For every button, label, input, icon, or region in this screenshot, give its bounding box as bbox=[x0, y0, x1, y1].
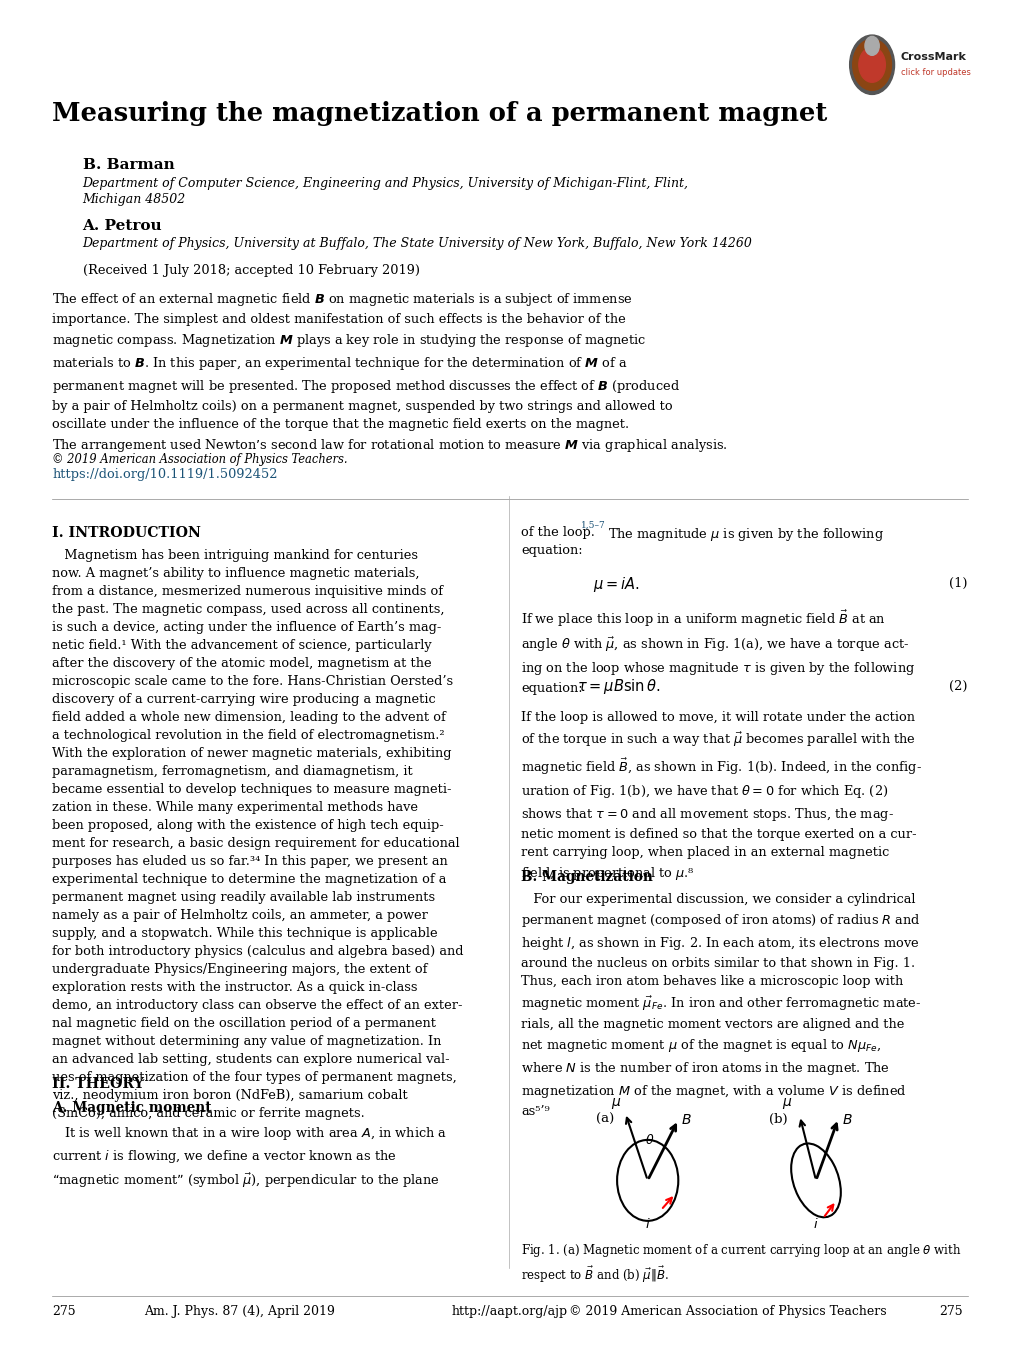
Circle shape bbox=[852, 39, 891, 90]
Text: Am. J. Phys. 87 (4), April 2019: Am. J. Phys. 87 (4), April 2019 bbox=[144, 1304, 334, 1318]
Text: It is well known that in a wire loop with area $A$, in which a
current $i$ is fl: It is well known that in a wire loop wit… bbox=[52, 1125, 446, 1190]
Text: $i$: $i$ bbox=[644, 1217, 650, 1230]
Text: Magnetism has been intriguing mankind for centuries
now. A magnet’s ability to i: Magnetism has been intriguing mankind fo… bbox=[52, 549, 463, 1120]
Text: I. INTRODUCTION: I. INTRODUCTION bbox=[52, 526, 201, 540]
Text: Michigan 48502: Michigan 48502 bbox=[83, 193, 185, 206]
Text: The effect of an external magnetic field $\boldsymbol{B}$ on magnetic materials : The effect of an external magnetic field… bbox=[52, 291, 728, 455]
Text: B. Barman: B. Barman bbox=[83, 158, 174, 171]
Text: If the loop is allowed to move, it will rotate under the action
of the torque in: If the loop is allowed to move, it will … bbox=[521, 711, 921, 882]
Text: Department of Computer Science, Engineering and Physics, University of Michigan-: Department of Computer Science, Engineer… bbox=[83, 177, 688, 190]
Circle shape bbox=[849, 35, 894, 94]
Text: equation:: equation: bbox=[521, 544, 582, 557]
Text: $i$: $i$ bbox=[812, 1217, 818, 1230]
Circle shape bbox=[864, 36, 878, 55]
Text: For our experimental discussion, we consider a cylindrical
permanent magnet (com: For our experimental discussion, we cons… bbox=[521, 893, 921, 1118]
Text: CrossMark: CrossMark bbox=[900, 51, 966, 62]
Circle shape bbox=[858, 47, 884, 82]
Text: 275: 275 bbox=[938, 1304, 962, 1318]
Text: $B$: $B$ bbox=[681, 1113, 691, 1126]
Text: Measuring the magnetization of a permanent magnet: Measuring the magnetization of a permane… bbox=[52, 101, 826, 127]
Text: (2): (2) bbox=[949, 680, 967, 693]
Text: $\theta$: $\theta$ bbox=[644, 1133, 653, 1147]
Text: © 2019 American Association of Physics Teachers: © 2019 American Association of Physics T… bbox=[569, 1304, 886, 1318]
Text: (1): (1) bbox=[949, 577, 967, 591]
Text: (Received 1 July 2018; accepted 10 February 2019): (Received 1 July 2018; accepted 10 Febru… bbox=[83, 264, 419, 278]
Text: Department of Physics, University at Buffalo, The State University of New York, : Department of Physics, University at Buf… bbox=[83, 237, 752, 251]
Text: $B$: $B$ bbox=[841, 1113, 851, 1126]
Text: $\mu$: $\mu$ bbox=[610, 1097, 621, 1112]
Text: of the loop.: of the loop. bbox=[521, 526, 594, 540]
Text: 275: 275 bbox=[52, 1304, 75, 1318]
Text: $\tau = \mu B \sin\theta.$: $\tau = \mu B \sin\theta.$ bbox=[577, 677, 660, 696]
Text: (b): (b) bbox=[768, 1113, 787, 1126]
Text: B. Magnetization: B. Magnetization bbox=[521, 870, 652, 884]
Text: 1,5–7: 1,5–7 bbox=[581, 521, 605, 530]
Text: A. Magnetic moment: A. Magnetic moment bbox=[52, 1101, 211, 1114]
Text: $\mu$: $\mu$ bbox=[782, 1097, 792, 1112]
Text: Fig. 1. (a) Magnetic moment of a current carrying loop at an angle $\theta$ with: Fig. 1. (a) Magnetic moment of a current… bbox=[521, 1242, 961, 1286]
Text: © 2019 American Association of Physics Teachers.: © 2019 American Association of Physics T… bbox=[52, 453, 347, 467]
Text: (a): (a) bbox=[595, 1113, 613, 1126]
Text: If we place this loop in a uniform magnetic field $\vec{B}$ at an
angle $\theta$: If we place this loop in a uniform magne… bbox=[521, 608, 914, 695]
Text: click for updates: click for updates bbox=[900, 69, 970, 77]
Text: The magnitude $\mu$ is given by the following: The magnitude $\mu$ is given by the foll… bbox=[603, 526, 882, 544]
Text: http://aapt.org/ajp: http://aapt.org/ajp bbox=[451, 1304, 568, 1318]
Text: II. THEORY: II. THEORY bbox=[52, 1077, 144, 1090]
Text: A. Petrou: A. Petrou bbox=[83, 219, 162, 232]
Text: https://doi.org/10.1119/1.5092452: https://doi.org/10.1119/1.5092452 bbox=[52, 468, 277, 482]
Text: $\mu = iA.$: $\mu = iA.$ bbox=[592, 575, 639, 594]
